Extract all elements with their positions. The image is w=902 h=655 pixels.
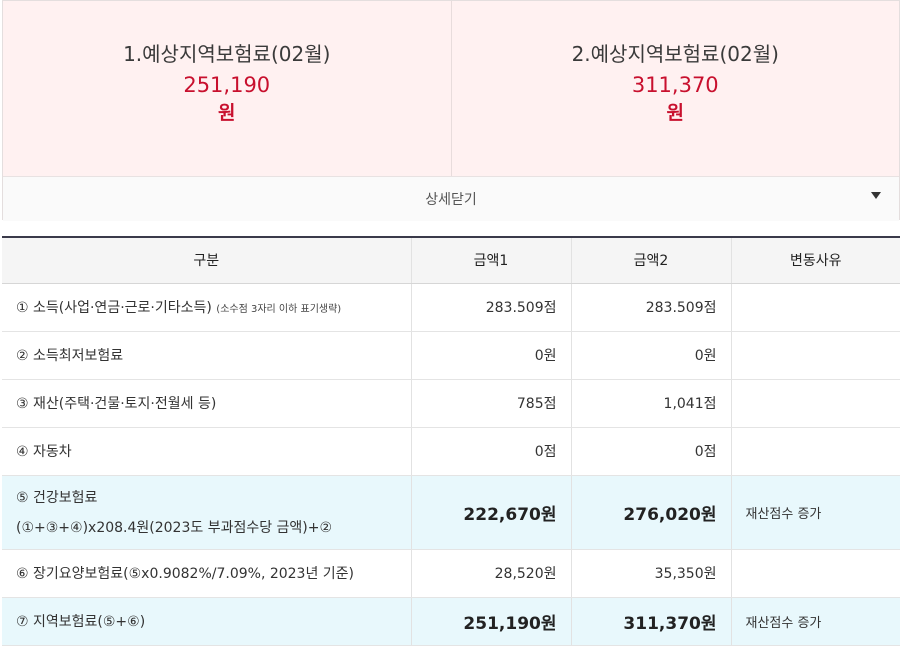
- detail-toggle-label: 상세닫기: [425, 192, 477, 208]
- amount2-cell: 35,350원: [570, 549, 731, 598]
- table-row: ③ 재산(주택·건물·토지·전월세 등) 785점 1,041점: [2, 379, 900, 428]
- table-row: ① 소득(사업·연금·근로·기타소득) (소수점 3자리 이하 표기생략) 28…: [2, 283, 900, 332]
- reason-cell: [730, 549, 900, 598]
- reason-cell: [730, 427, 900, 476]
- premium-detail-table: 구분 금액1 금액2 변동사유 ① 소득(사업·연금·근로·기타소득) (소수점…: [2, 236, 900, 646]
- amount2-cell: 276,020원: [570, 475, 731, 550]
- row-label: ③ 재산(주택·건물·토지·전월세 등): [2, 379, 411, 428]
- table-row-highlight: ⑦ 지역보험료(⑤+⑥) 251,190원 311,370원 재산점수 증가: [2, 597, 900, 646]
- row-label-text: ① 소득(사업·연금·근로·기타소득): [16, 300, 212, 316]
- row-label: ⑥ 장기요양보험료(⑤x0.9082%/7.09%, 2023년 기준): [2, 549, 411, 598]
- card-amount: 251,190: [183, 73, 271, 97]
- amount1-cell: 28,520원: [410, 549, 571, 598]
- card-unit: 원: [666, 102, 684, 124]
- row-label-text: ⑤ 건강보험료: [16, 490, 98, 506]
- row-label: ② 소득최저보험료: [2, 331, 411, 380]
- reason-cell: [730, 331, 900, 380]
- premium-card-1: 1.예상지역보험료(02월) 251,190 원: [3, 1, 451, 176]
- amount2-cell: 311,370원: [570, 597, 731, 646]
- column-header: 변동사유: [730, 236, 900, 284]
- premium-card-2: 2.예상지역보험료(02월) 311,370 원: [450, 1, 900, 176]
- card-amount: 311,370: [631, 73, 719, 97]
- row-label-formula: (①+③+④)x208.4원(2023도 부과점수당 금액)+②: [16, 520, 333, 536]
- amount1-cell: 0원: [410, 331, 571, 380]
- card-title: 1.예상지역보험료(02월): [123, 42, 331, 66]
- table-header-row: 구분 금액1 금액2 변동사유: [2, 236, 900, 284]
- amount2-cell: 1,041점: [570, 379, 731, 428]
- premium-summary: 1.예상지역보험료(02월) 251,190 원 2.예상지역보험료(02월) …: [2, 0, 900, 221]
- caret-down-icon: [871, 192, 881, 199]
- card-title: 2.예상지역보험료(02월): [571, 42, 779, 66]
- reason-cell: 재산점수 증가: [730, 597, 900, 646]
- row-label: ⑤ 건강보험료 (①+③+④)x208.4원(2023도 부과점수당 금액)+②: [2, 475, 411, 550]
- amount1-cell: 222,670원: [410, 475, 571, 550]
- table-row-highlight: ⑤ 건강보험료 (①+③+④)x208.4원(2023도 부과점수당 금액)+② …: [2, 475, 900, 550]
- reason-cell: [730, 283, 900, 332]
- table-row: ⑥ 장기요양보험료(⑤x0.9082%/7.09%, 2023년 기준) 28,…: [2, 549, 900, 598]
- reason-cell: 재산점수 증가: [730, 475, 900, 550]
- table-row: ② 소득최저보험료 0원 0원: [2, 331, 900, 380]
- amount1-cell: 785점: [410, 379, 571, 428]
- amount1-cell: 283.509점: [410, 283, 571, 332]
- column-header: 구분: [2, 236, 411, 284]
- amount2-cell: 0원: [570, 331, 731, 380]
- amount1-cell: 251,190원: [410, 597, 571, 646]
- amount1-cell: 0점: [410, 427, 571, 476]
- column-header: 금액1: [410, 236, 571, 284]
- summary-cards: 1.예상지역보험료(02월) 251,190 원 2.예상지역보험료(02월) …: [3, 1, 899, 177]
- row-note: (소수점 3자리 이하 표기생략): [216, 304, 342, 315]
- table-row: ④ 자동차 0점 0점: [2, 427, 900, 476]
- row-label: ⑦ 지역보험료(⑤+⑥): [2, 597, 411, 646]
- column-header: 금액2: [570, 236, 731, 284]
- row-label: ④ 자동차: [2, 427, 411, 476]
- row-label: ① 소득(사업·연금·근로·기타소득) (소수점 3자리 이하 표기생략): [2, 283, 411, 332]
- amount2-cell: 0점: [570, 427, 731, 476]
- amount2-cell: 283.509점: [570, 283, 731, 332]
- detail-toggle-button[interactable]: 상세닫기: [3, 177, 899, 221]
- card-unit: 원: [218, 102, 236, 124]
- reason-cell: [730, 379, 900, 428]
